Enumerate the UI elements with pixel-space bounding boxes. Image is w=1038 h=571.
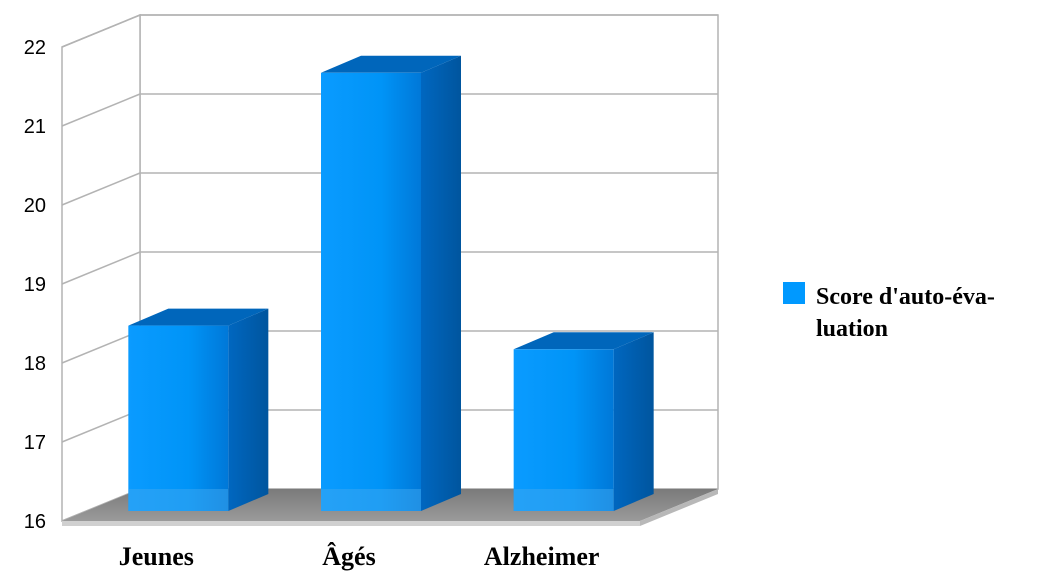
gridline-left [61, 330, 141, 364]
floor-edge [62, 521, 640, 526]
gridline-left [61, 409, 141, 443]
x-axis-ticks: Jeunes Âgés Alzheimer [119, 542, 600, 571]
y-tick-label: 21 [24, 116, 46, 138]
bar-floor-reflection [513, 489, 614, 511]
bar-side [228, 308, 269, 511]
legend-label-line-2: luation [816, 316, 888, 342]
x-tick-label: Alzheimer [484, 542, 600, 571]
y-tick-label: 16 [24, 511, 46, 533]
y-tick-label: 18 [24, 353, 46, 375]
bars-group [128, 55, 654, 512]
bar-top [513, 332, 654, 350]
floor-side [640, 489, 718, 526]
gridline-left [61, 251, 141, 285]
y-axis-ticks: 16 17 18 19 20 21 22 [24, 37, 46, 533]
bar-top [321, 55, 461, 73]
bar-floor-reflection [321, 489, 421, 511]
x-tick-label: Jeunes [119, 542, 194, 571]
gridline-left [61, 14, 141, 48]
legend-swatch [783, 282, 805, 304]
bar-side [421, 55, 461, 512]
y-tick-label: 20 [24, 195, 46, 217]
legend-label-line-1: Score d'auto-éva- [816, 284, 995, 310]
x-tick-label: Âgés [322, 542, 375, 571]
legend-label: Score d'auto-éva- luation [816, 284, 1001, 342]
bar [513, 332, 654, 511]
bar [128, 308, 269, 511]
bar [321, 55, 461, 512]
bar-front [513, 349, 614, 511]
bar-floor-reflection [128, 489, 229, 511]
gridline-left [61, 172, 141, 206]
gridline-left [61, 93, 141, 127]
y-tick-label: 19 [24, 274, 46, 296]
y-tick-label: 22 [24, 37, 46, 59]
y-tick-label: 17 [24, 432, 46, 454]
bar-top [128, 308, 269, 326]
legend: Score d'auto-éva- luation [783, 282, 1001, 342]
bar-front [128, 325, 229, 511]
bar-front [321, 72, 421, 512]
bar-side [613, 332, 654, 511]
